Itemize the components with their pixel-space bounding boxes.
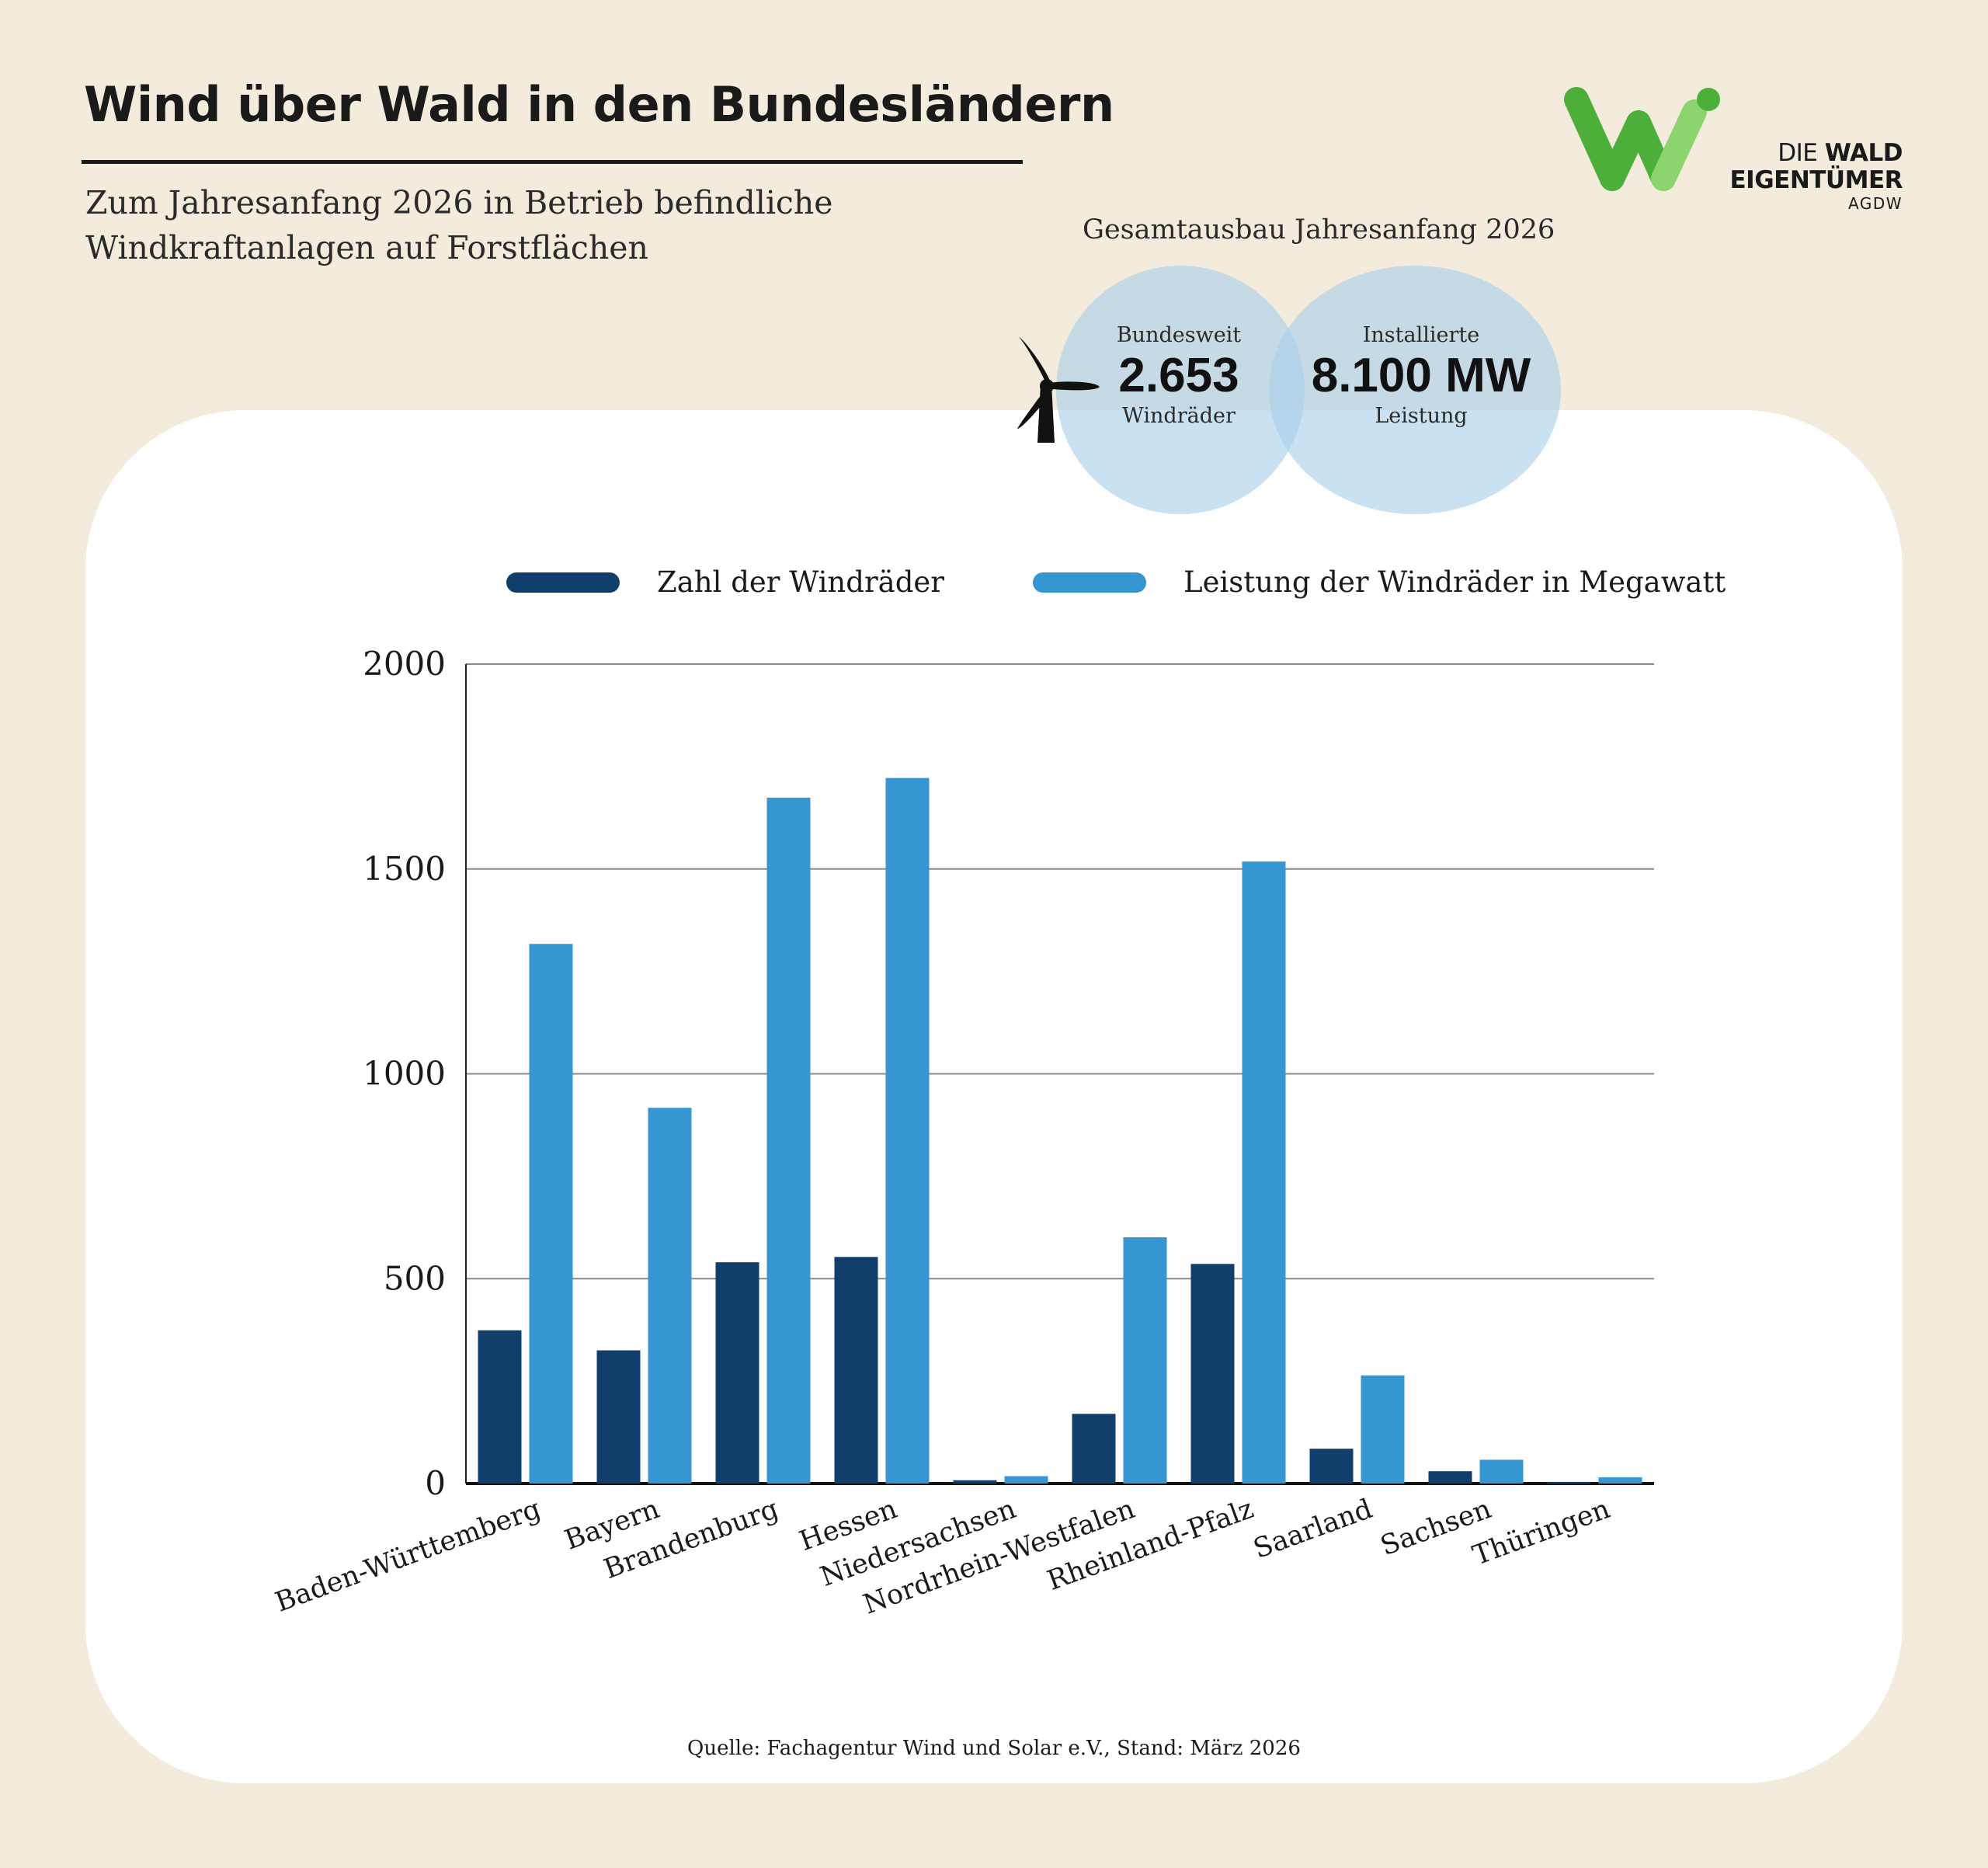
summary-left-value: 2.653 xyxy=(1118,349,1239,402)
bar-capacity xyxy=(1004,1476,1048,1484)
x-tick-label: Baden-Württemberg xyxy=(271,1494,544,1619)
chart-legend: Zahl der Windräder Leistung der Windräde… xyxy=(0,565,1988,604)
bar-turbine-count xyxy=(1547,1481,1591,1484)
bar-turbine-count xyxy=(953,1480,997,1484)
legend-swatch-dark xyxy=(506,572,620,593)
venn-circle-right xyxy=(1269,266,1561,514)
bar-capacity xyxy=(1123,1237,1167,1484)
bar-turbine-count xyxy=(478,1330,522,1484)
bar-capacity xyxy=(1361,1375,1405,1484)
title-rule xyxy=(82,160,1023,164)
source-note: Quelle: Fachagentur Wind und Solar e.V.,… xyxy=(687,1737,1301,1760)
summary-left-top: Bundesweit xyxy=(1116,323,1242,347)
summary-right-top: Installierte xyxy=(1362,323,1480,347)
summary-installed-capacity: Installierte 8.100 MW Leistung xyxy=(1289,322,1553,430)
logo-word-wald: WALD xyxy=(1824,139,1903,167)
venn-circle-left xyxy=(1056,266,1305,514)
legend-item-capacity: Leistung der Windräder in Megawatt xyxy=(1033,565,1726,599)
bar-capacity xyxy=(1479,1459,1524,1484)
summary-right-value: 8.100 MW xyxy=(1311,349,1531,402)
subtitle-line-1: Zum Jahresanfang 2026 in Betrieb befindl… xyxy=(85,184,833,221)
bar-capacity xyxy=(529,944,573,1484)
bar-turbine-count xyxy=(715,1262,759,1484)
x-tick-label: Saarland xyxy=(1249,1494,1377,1565)
legend-label-turbine-count: Zahl der Windräder xyxy=(657,565,944,599)
summary-total-turbines: Bundesweit 2.653 Windräder xyxy=(1084,322,1274,430)
logo-word-die: DIE xyxy=(1778,139,1818,167)
y-tick-label: 0 xyxy=(425,1464,446,1502)
x-tick-label: Thüringen xyxy=(1468,1494,1614,1572)
bar-capacity xyxy=(648,1108,692,1484)
y-tick-label: 2000 xyxy=(363,645,446,683)
bar-turbine-count xyxy=(834,1257,878,1484)
bar-turbine-count xyxy=(1428,1471,1472,1484)
bar-capacity xyxy=(1242,861,1286,1484)
brand-logo: DIE WALD EIGENTÜMER AGDW xyxy=(1561,84,1903,224)
bar-turbine-count xyxy=(1072,1414,1116,1484)
summary-left-bottom: Windräder xyxy=(1122,404,1236,428)
bar-capacity xyxy=(766,797,811,1484)
y-tick-label: 1000 xyxy=(363,1055,446,1093)
legend-swatch-light xyxy=(1033,572,1146,593)
wind-turbine-icon xyxy=(1017,337,1100,443)
legend-item-turbine-count: Zahl der Windräder xyxy=(506,565,944,599)
y-tick-label: 500 xyxy=(384,1259,446,1297)
chart-card xyxy=(85,410,1903,1783)
summary-venn xyxy=(1017,266,1561,514)
summary-header: Gesamtausbau Jahresanfang 2026 xyxy=(1083,214,1555,245)
bar-turbine-count xyxy=(1190,1264,1235,1484)
summary-right-bottom: Leistung xyxy=(1375,404,1468,428)
bar-turbine-count xyxy=(596,1350,641,1484)
bar-turbine-count xyxy=(1309,1449,1354,1484)
bar-capacity xyxy=(885,777,930,1484)
legend-label-capacity: Leistung der Windräder in Megawatt xyxy=(1183,565,1726,599)
logo-word-eigentuemer: EIGENTÜMER xyxy=(1729,166,1903,194)
subtitle-line-2: Windkraftanlagen auf Forstflächen xyxy=(85,229,648,266)
logo-wordmark: DIE WALD EIGENTÜMER AGDW xyxy=(1730,140,1903,213)
subtitle: Zum Jahresanfang 2026 in Betrieb befindl… xyxy=(85,180,833,270)
bar-capacity xyxy=(1598,1477,1642,1484)
y-tick-label: 1500 xyxy=(363,850,446,888)
logo-word-agdw: AGDW xyxy=(1847,194,1903,213)
logo-w-mark-icon xyxy=(1564,87,1720,191)
page-title: Wind über Wald in den Bundesländern xyxy=(84,76,1114,133)
